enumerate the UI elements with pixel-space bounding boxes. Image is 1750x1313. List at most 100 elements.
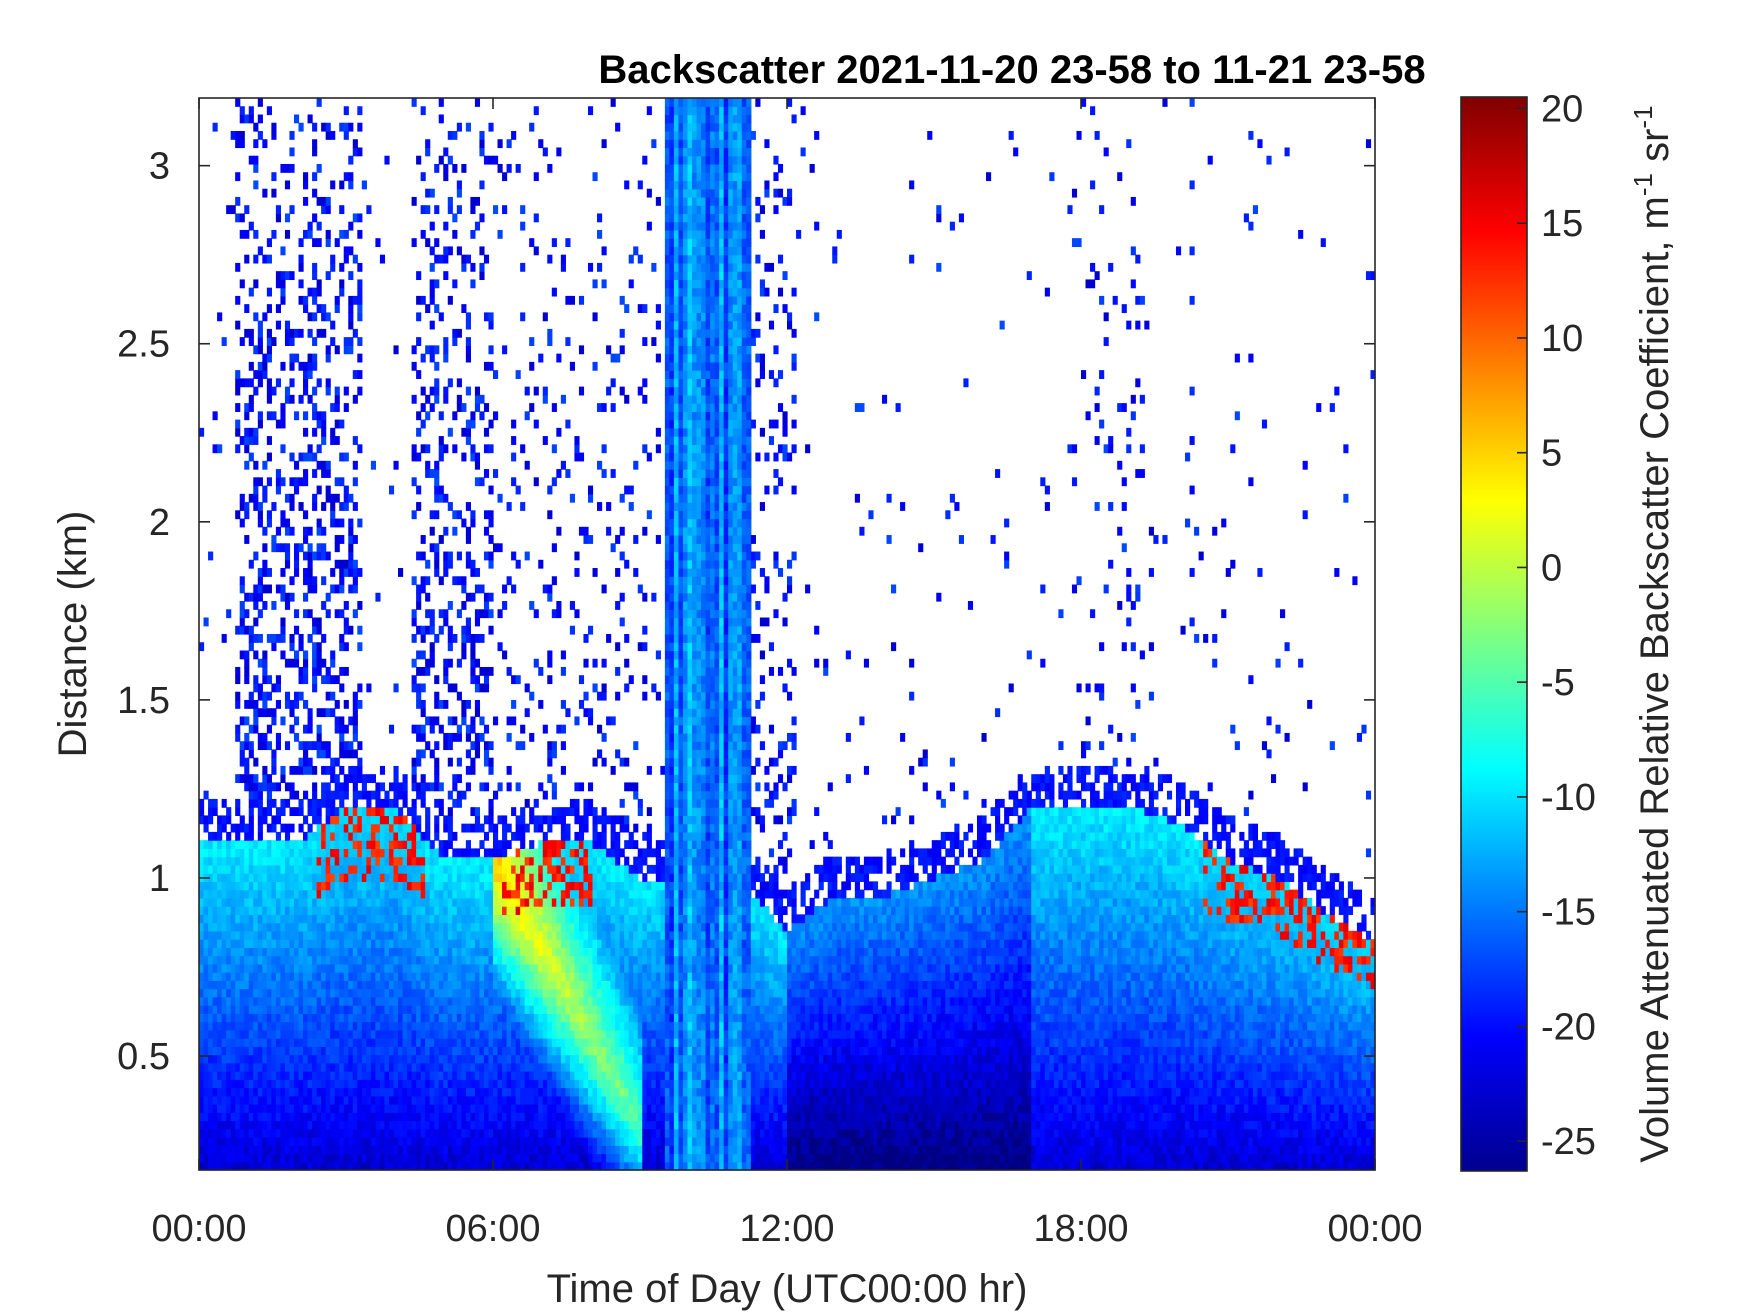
heatmap-cell — [452, 732, 458, 742]
heatmap-cell — [425, 1112, 431, 1122]
heatmap-cell — [443, 1079, 449, 1089]
heatmap-cell — [402, 972, 408, 981]
heatmap-cell — [239, 749, 245, 759]
heatmap-cell — [298, 1046, 304, 1056]
heatmap-cell — [578, 1137, 585, 1146]
heatmap-cell — [538, 1104, 544, 1113]
heatmap-cell — [199, 955, 205, 965]
heatmap-cell — [402, 1029, 408, 1039]
heatmap-cell — [370, 1095, 376, 1105]
heatmap-cell — [542, 939, 548, 948]
heatmap-cell — [253, 897, 259, 907]
heatmap-cell — [266, 254, 272, 264]
heatmap-cell — [257, 939, 263, 948]
heatmap-cell — [275, 1079, 282, 1089]
heatmap-cell — [239, 774, 245, 784]
heatmap-cell — [208, 1153, 214, 1163]
heatmap-cell — [334, 1153, 340, 1163]
heatmap-cell — [438, 922, 444, 932]
heatmap-cell — [538, 848, 544, 858]
heatmap-cell — [275, 1046, 282, 1056]
heatmap-cell — [266, 790, 272, 800]
heatmap-cell — [357, 304, 363, 313]
heatmap-cell — [447, 559, 453, 569]
heatmap-cell — [488, 914, 494, 924]
heatmap-cell — [289, 576, 295, 586]
heatmap-cell — [524, 1071, 530, 1080]
heatmap-cell — [212, 444, 218, 454]
heatmap-cell — [212, 1145, 218, 1155]
heatmap-cell — [560, 1013, 566, 1023]
heatmap-cell — [352, 1029, 358, 1039]
heatmap-cell — [321, 419, 327, 429]
heatmap-cell — [574, 930, 580, 940]
heatmap-cell — [529, 1095, 535, 1105]
heatmap-cell — [524, 955, 530, 965]
heatmap-cell — [493, 922, 499, 932]
heatmap-cell — [529, 1104, 535, 1113]
heatmap-cell — [493, 1079, 499, 1089]
heatmap-cell — [506, 889, 512, 899]
heatmap-cell — [470, 1021, 476, 1031]
heatmap-cell — [334, 1062, 340, 1072]
heatmap-cell — [235, 840, 241, 849]
heatmap-cell — [289, 765, 295, 775]
heatmap-cell — [443, 873, 449, 882]
heatmap-cell — [330, 856, 336, 866]
heatmap-cell — [275, 1095, 282, 1105]
heatmap-cell — [203, 848, 209, 858]
heatmap-cell — [465, 955, 471, 965]
heatmap-cell — [456, 1128, 462, 1138]
heatmap-cell — [443, 980, 449, 990]
heatmap-cell — [348, 1071, 354, 1080]
heatmap-cell — [443, 337, 449, 346]
heatmap-cell — [565, 914, 571, 924]
heatmap-cell — [452, 411, 458, 421]
heatmap-cell — [556, 856, 562, 866]
heatmap-cell — [420, 939, 426, 948]
heatmap-cell — [438, 576, 444, 586]
heatmap-cell — [483, 361, 490, 371]
heatmap-cell — [488, 798, 494, 808]
heatmap-cell — [293, 460, 300, 470]
heatmap-cell — [303, 229, 309, 239]
heatmap-cell — [407, 930, 413, 940]
heatmap-cell — [248, 1079, 254, 1089]
heatmap-cell — [343, 831, 349, 841]
heatmap-cell — [226, 1046, 232, 1056]
heatmap-cell — [479, 963, 485, 973]
heatmap-cell — [456, 691, 462, 701]
heatmap-cell — [547, 840, 553, 849]
heatmap-cell — [321, 1021, 327, 1031]
heatmap-cell — [312, 798, 318, 808]
heatmap-cell — [357, 1153, 363, 1163]
heatmap-cell — [361, 930, 367, 940]
heatmap-cell — [339, 840, 345, 849]
heatmap-cell — [307, 634, 313, 643]
heatmap-cell — [411, 683, 417, 693]
heatmap-cell — [361, 782, 367, 792]
heatmap-cell — [569, 939, 576, 948]
heatmap-cell — [461, 864, 467, 874]
heatmap-cell — [248, 881, 254, 891]
heatmap-cell — [235, 881, 241, 891]
heatmap-cell — [348, 856, 354, 866]
heatmap-cell — [520, 262, 526, 272]
heatmap-cell — [366, 873, 372, 882]
heatmap-cell — [447, 988, 453, 998]
heatmap-cell — [266, 386, 272, 396]
heatmap-cell — [465, 312, 471, 322]
heatmap-cell — [257, 807, 263, 817]
heatmap-cell — [208, 1038, 214, 1047]
heatmap-cell — [524, 848, 530, 858]
heatmap-cell — [447, 1038, 453, 1047]
heatmap-cell — [447, 1013, 453, 1023]
heatmap-cell — [321, 1013, 327, 1023]
heatmap-cell — [515, 782, 521, 792]
heatmap-cell — [497, 493, 503, 503]
heatmap-cell — [465, 1038, 471, 1047]
heatmap-cell — [334, 535, 340, 544]
heatmap-cell — [266, 1046, 272, 1056]
heatmap-cell — [253, 254, 259, 264]
heatmap-cell — [248, 831, 254, 841]
